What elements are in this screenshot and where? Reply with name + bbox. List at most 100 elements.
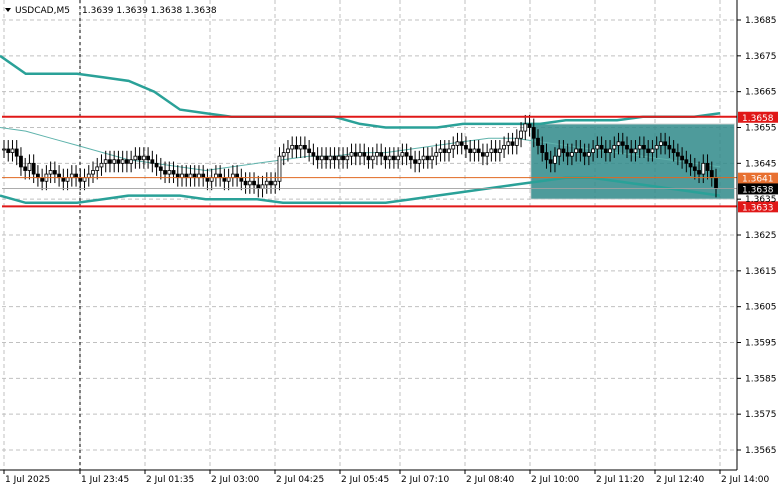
candle-body — [586, 152, 591, 157]
candle-body — [612, 145, 617, 150]
candle-body — [544, 152, 549, 161]
candle-body — [438, 148, 443, 153]
candle-body — [383, 155, 388, 161]
candle-body — [425, 155, 430, 161]
candle-body — [442, 148, 447, 153]
candle-body — [349, 152, 354, 157]
price-tick-label: 1.3575 — [745, 410, 777, 420]
candle-body — [688, 162, 693, 168]
candle-body — [553, 155, 557, 164]
candle-body — [74, 173, 78, 179]
candle-body — [256, 184, 261, 189]
candle-body — [298, 145, 303, 150]
candle-body — [362, 152, 367, 157]
candle-body — [311, 152, 316, 157]
price-tick-label: 1.3585 — [745, 374, 777, 384]
resistance-level-label: 1.3658 — [742, 114, 774, 124]
candle-body — [303, 145, 307, 150]
candle-body — [387, 155, 392, 161]
candle-body — [6, 148, 11, 153]
candle-body — [116, 159, 121, 164]
candle-body — [324, 155, 328, 161]
price-tick-label: 1.3625 — [745, 231, 777, 241]
chart-header: USDCAD,M5 1.3639 1.3639 1.3638 1.3638 — [5, 6, 217, 16]
time-tick-label: 2 Jul 08:40 — [466, 475, 515, 485]
candle-body — [697, 170, 701, 175]
candle-body — [269, 180, 273, 186]
candle-body — [146, 155, 150, 161]
candle-body — [536, 137, 540, 146]
candle-body — [133, 155, 138, 161]
price-tick-label: 1.3605 — [745, 303, 777, 313]
candle-body — [48, 170, 53, 175]
candle-body — [226, 177, 231, 182]
candle-body — [642, 145, 646, 150]
price-tick-label: 1.3595 — [745, 339, 777, 349]
candle-body — [570, 152, 574, 157]
candle-body — [10, 148, 15, 153]
triangle-down-icon[interactable] — [5, 8, 11, 12]
candle-body — [180, 173, 184, 179]
candle-body — [548, 159, 553, 164]
candle-body — [31, 162, 36, 175]
candle-body — [455, 141, 460, 146]
price-tick-label: 1.3685 — [745, 16, 777, 26]
candle-body — [82, 177, 87, 182]
time-tick-label: 2 Jul 14:00 — [721, 475, 770, 485]
chart-grid — [2, 0, 737, 470]
time-tick-label: 2 Jul 03:00 — [211, 475, 260, 485]
candle-body — [557, 148, 562, 157]
candle-body — [659, 141, 663, 146]
candle-body — [413, 159, 417, 164]
candle-body — [188, 173, 193, 179]
candle-body — [78, 177, 83, 182]
candle-body — [468, 148, 473, 153]
candle-body — [625, 145, 629, 150]
candle-body — [646, 148, 651, 153]
candle-body — [315, 155, 320, 161]
candle-body — [582, 152, 587, 157]
candle-body — [396, 155, 401, 161]
candle-body — [574, 148, 579, 153]
candle-body — [286, 148, 290, 153]
candle-body — [91, 170, 95, 175]
candle-body — [192, 173, 197, 179]
candle-body — [527, 123, 532, 128]
current-price-label-bg — [738, 183, 778, 195]
candle-body — [273, 180, 278, 186]
candle-body — [472, 148, 477, 153]
time-tick-label: 2 Jul 05:45 — [341, 475, 389, 485]
ohlc-label: 1.3639 1.3639 1.3638 1.3638 — [82, 6, 217, 16]
candle-body — [701, 162, 706, 175]
candle-body — [277, 155, 282, 182]
candle-body — [264, 180, 269, 186]
candle-body — [476, 148, 481, 153]
candle-body — [400, 152, 405, 157]
candle-body — [663, 141, 668, 146]
candle-body — [650, 148, 655, 153]
candle-body — [108, 159, 112, 164]
time-axis: 1 Jul 2025 1 Jul 23:45 2 Jul 01:35 2 Jul 03… — [3, 470, 770, 485]
candle-body — [561, 148, 566, 153]
candle-body — [129, 159, 134, 164]
candle-body — [205, 177, 210, 182]
candle-body — [319, 155, 324, 161]
candle-body — [158, 166, 163, 171]
candle-body — [464, 145, 468, 150]
candle-body — [52, 170, 57, 175]
candle-body — [141, 155, 146, 161]
candle-body — [341, 155, 345, 161]
candle-body — [332, 155, 337, 161]
time-tick-label: 2 Jul 01:35 — [146, 475, 194, 485]
candle-body — [86, 173, 91, 179]
time-tick-label: 2 Jul 10:00 — [531, 475, 580, 485]
consolidation-zone — [530, 123, 735, 200]
candle-body — [502, 145, 506, 150]
candle-body — [65, 177, 70, 182]
candle-body — [637, 145, 642, 150]
candle-body — [230, 173, 235, 179]
